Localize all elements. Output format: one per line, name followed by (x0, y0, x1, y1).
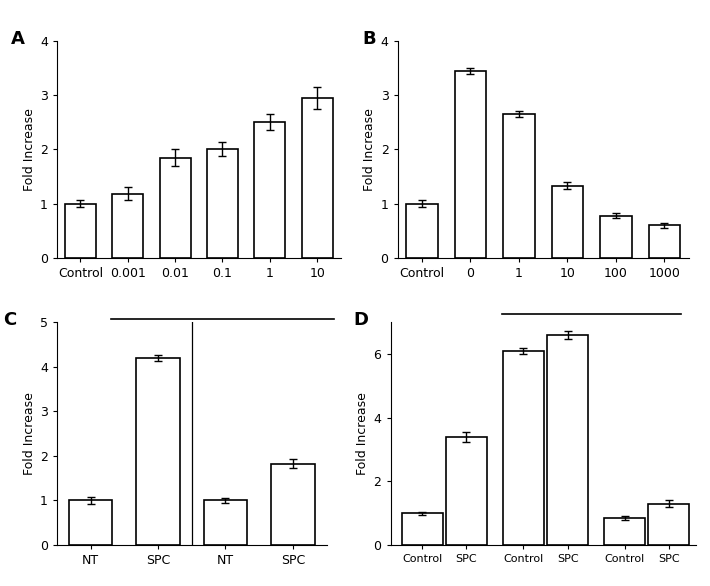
Y-axis label: Fold Increase: Fold Increase (364, 108, 376, 191)
Bar (207, 149, 238, 258)
Y-axis label: Fold Increase: Fold Increase (23, 392, 36, 475)
Bar (65, 204, 96, 258)
Y-axis label: Fold Increase: Fold Increase (23, 108, 36, 191)
Bar (552, 186, 583, 258)
Text: SPC (5 μM): SPC (5 μM) (183, 327, 261, 340)
Bar (302, 98, 332, 258)
Bar (600, 216, 632, 258)
Text: D: D (354, 311, 369, 329)
Bar (160, 158, 190, 258)
Text: CTM (μM): CTM (μM) (558, 323, 626, 336)
Bar (254, 122, 285, 258)
Bar (204, 500, 247, 545)
Bar (454, 71, 486, 258)
Bar (547, 335, 588, 545)
Bar (503, 114, 535, 258)
Bar (649, 225, 680, 258)
Text: SPC (5 μM): SPC (5 μM) (528, 357, 606, 370)
Bar (271, 464, 315, 545)
Y-axis label: Fold Increase: Fold Increase (356, 392, 369, 475)
Text: B: B (363, 30, 376, 48)
Bar (648, 503, 689, 545)
Text: C: C (3, 311, 16, 329)
Bar (604, 518, 645, 545)
Bar (446, 437, 487, 545)
Bar (406, 204, 437, 258)
Bar (69, 500, 112, 545)
Bar (503, 351, 544, 545)
Bar (136, 358, 180, 545)
Text: A: A (11, 30, 26, 48)
Bar (402, 513, 443, 545)
Bar (112, 194, 143, 258)
